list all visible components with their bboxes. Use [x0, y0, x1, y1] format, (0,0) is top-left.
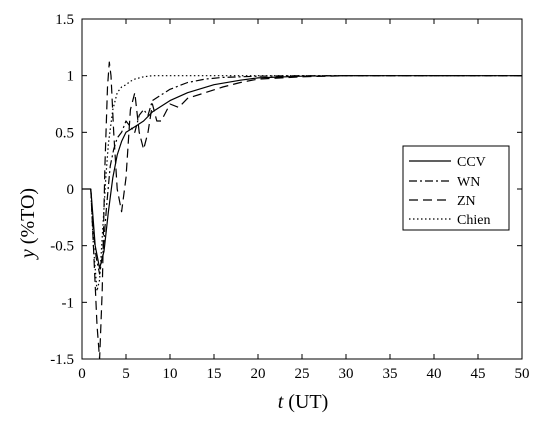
- x-tick-label: 20: [251, 366, 266, 382]
- x-tick-label: 25: [295, 366, 310, 382]
- y-tick-label: 0.5: [55, 125, 74, 141]
- y-tick-label: -1: [62, 295, 75, 311]
- plot-area: 0 5 10 15 20 25 30 35 40 45 50 -1.5 -1 -0.5 0 0.5 1 1.5: [50, 12, 529, 382]
- x-tick-label: 10: [163, 366, 178, 382]
- x-tick-label: 50: [515, 366, 530, 382]
- series-lines: [82, 61, 522, 359]
- y-tick-label: 1.5: [55, 12, 74, 28]
- x-tick-label: 40: [427, 366, 442, 382]
- x-tick-label: 0: [78, 366, 86, 382]
- y-tick-label: -1.5: [50, 352, 74, 368]
- legend-label-ccv: CCV: [457, 155, 486, 170]
- legend: CCV WN ZN Chien: [402, 145, 510, 231]
- x-tick-label: 15: [207, 366, 222, 382]
- x-tick-label: 30: [339, 366, 354, 382]
- series-line-ccv: [82, 75, 522, 269]
- y-axis-label: y(%TO): [17, 188, 39, 260]
- legend-box: [402, 145, 510, 231]
- x-tick-label: 5: [122, 366, 130, 382]
- series-line-wn: [90, 75, 522, 275]
- legend-label-wn: WN: [457, 175, 480, 190]
- x-axis-label: t (UT): [278, 391, 329, 413]
- legend-label-chien: Chien: [457, 213, 490, 228]
- y-tick-label: 1: [67, 69, 75, 85]
- legend-label-zn: ZN: [457, 194, 476, 209]
- x-tick-label: 45: [471, 366, 486, 382]
- y-tick-label: -0.5: [50, 239, 74, 255]
- y-tick-label: 0: [67, 182, 75, 198]
- x-tick-label: 35: [383, 366, 398, 382]
- series-line-zn: [90, 61, 522, 359]
